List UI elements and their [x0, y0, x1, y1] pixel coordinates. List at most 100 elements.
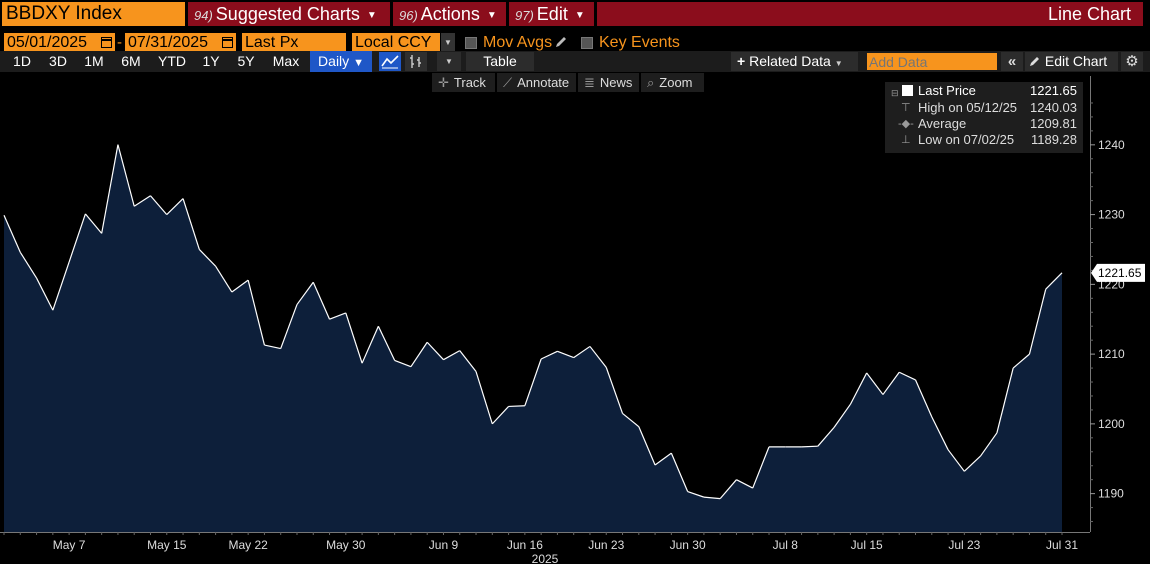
- price-line-segment: [19, 251, 38, 279]
- mov-avgs-checkbox[interactable]: [465, 37, 477, 49]
- x-year-label: 2025: [532, 552, 559, 564]
- security-ticker-field[interactable]: BBDXY Index: [2, 2, 185, 26]
- related-data-button[interactable]: + Related Data ▼: [731, 52, 858, 71]
- price-line-segment: [947, 449, 965, 472]
- x-tick-label: Jul 15: [851, 538, 883, 552]
- price-line-segment: [866, 372, 884, 395]
- x-tick-label: May 22: [228, 538, 268, 552]
- plus-icon: +: [737, 53, 746, 69]
- calendar-icon[interactable]: [101, 37, 112, 48]
- pencil-icon[interactable]: [554, 35, 568, 49]
- price-line-segment: [247, 280, 266, 346]
- legend-low: ⊥ Low on 07/02/25 1189.28: [885, 132, 1083, 148]
- price-line-segment: [377, 325, 396, 361]
- table-button[interactable]: Table: [466, 52, 534, 71]
- track-label: Track: [453, 75, 486, 90]
- price-line-segment: [52, 261, 70, 311]
- price-line-segment: [524, 358, 542, 406]
- bar-chart-icon[interactable]: [405, 52, 427, 71]
- related-data-label: Related Data: [749, 53, 831, 69]
- x-tick-label: Jul 31: [1046, 538, 1078, 552]
- price-line-segment: [459, 350, 477, 372]
- price-line-segment: [166, 198, 184, 216]
- period-button-max[interactable]: Max: [272, 53, 300, 69]
- pencil-icon: [1030, 57, 1039, 66]
- field-selector[interactable]: Last Px: [242, 33, 346, 52]
- y-tick-label: 1190: [1098, 487, 1124, 501]
- dropdown-arrow-icon: ▼: [834, 59, 843, 68]
- news-label: News: [599, 75, 633, 90]
- price-line-segment: [36, 277, 54, 311]
- zoom-label: Zoom: [659, 75, 693, 90]
- calendar-icon[interactable]: [222, 37, 233, 48]
- price-line-segment: [394, 359, 412, 368]
- suggested-charts-button[interactable]: 94) Suggested Charts ▼: [188, 2, 390, 26]
- collapse-icon[interactable]: «: [1001, 52, 1023, 71]
- period-button-ytd[interactable]: YTD: [158, 53, 186, 69]
- add-data-input[interactable]: [867, 53, 997, 70]
- period-button-1y[interactable]: 1Y: [202, 53, 220, 69]
- edit-button[interactable]: 97) Edit ▼: [509, 2, 594, 26]
- price-line-segment: [882, 371, 900, 395]
- legend-value: 1209.81: [1030, 116, 1077, 131]
- line-chart-icon[interactable]: [379, 52, 401, 71]
- period-button-1m[interactable]: 1M: [84, 53, 104, 69]
- key-events-label[interactable]: Key Events: [599, 34, 680, 51]
- x-tick-label: May 30: [326, 538, 366, 552]
- price-line-segment: [280, 304, 298, 349]
- news-tool[interactable]: ≣ News: [578, 73, 639, 92]
- legend-label: Low on 07/02/25: [918, 132, 1015, 147]
- start-date-field[interactable]: 05/01/2025: [4, 33, 115, 52]
- actions-button[interactable]: 96) Actions ▼: [393, 2, 506, 26]
- price-line-segment: [1045, 272, 1063, 290]
- suggested-charts-label: Suggested Charts: [215, 4, 360, 24]
- frequency-dropdown[interactable]: Daily ▼: [310, 51, 372, 72]
- price-line-segment: [3, 215, 21, 253]
- collapse-toggle-icon[interactable]: ⊟: [891, 88, 899, 98]
- chart-style-dropdown-icon[interactable]: ▼: [437, 52, 461, 71]
- price-line-segment: [963, 455, 982, 472]
- price-line-segment: [231, 279, 249, 293]
- currency-selector[interactable]: Local CCY: [352, 33, 440, 52]
- price-line-segment: [264, 344, 281, 350]
- annotate-icon: ⟋: [503, 75, 513, 90]
- mov-avgs-label[interactable]: Mov Avgs: [483, 34, 553, 51]
- price-line-segment: [736, 479, 754, 489]
- x-tick-label: May 7: [53, 538, 86, 552]
- crosshair-icon: ✛: [438, 75, 449, 90]
- price-line-segment: [133, 195, 151, 207]
- price-line-segment: [638, 426, 656, 466]
- key-events-checkbox[interactable]: [581, 37, 593, 49]
- period-toolbar: [0, 51, 1150, 72]
- price-line-segment: [573, 345, 591, 359]
- gear-icon[interactable]: ⚙: [1121, 52, 1143, 71]
- edit-chart-button[interactable]: Edit Chart: [1025, 52, 1118, 71]
- edit-label: Edit: [536, 4, 568, 24]
- zoom-tool[interactable]: ⌕ Zoom: [641, 73, 704, 92]
- price-line-segment: [312, 282, 331, 320]
- period-button-3d[interactable]: 3D: [49, 53, 67, 69]
- actions-label: Actions: [420, 4, 480, 24]
- x-tick-label: Jun 9: [429, 538, 459, 552]
- price-line-segment: [557, 350, 574, 359]
- legend-last-price: ⊟ Last Price 1221.65: [885, 83, 1083, 99]
- period-button-6m[interactable]: 6M: [121, 53, 141, 69]
- annotate-tool[interactable]: ⟋ Annotate: [497, 73, 576, 92]
- frequency-label: Daily: [318, 53, 350, 69]
- track-tool[interactable]: ✛ Track: [432, 73, 495, 92]
- dropdown-arrow-icon: ▼: [574, 10, 585, 21]
- legend-average: -◆- Average 1209.81: [885, 116, 1083, 132]
- currency-dropdown-icon[interactable]: ▼: [441, 33, 455, 52]
- period-button-1d[interactable]: 1D: [13, 53, 31, 69]
- price-line-segment: [622, 412, 640, 428]
- price-line-segment: [117, 144, 135, 207]
- x-tick-label: Jun 23: [588, 538, 624, 552]
- chart-legend: ⊟ Last Price 1221.65 ⊤ High on 05/12/25 …: [885, 82, 1083, 153]
- end-date-field[interactable]: 07/31/2025: [125, 33, 236, 52]
- period-button-5y[interactable]: 5Y: [237, 53, 255, 69]
- y-tick-label: 1200: [1098, 417, 1125, 431]
- edit-chart-label: Edit Chart: [1044, 53, 1108, 69]
- low-marker-icon: ⊥: [901, 134, 911, 146]
- y-tick-label: 1210: [1098, 347, 1125, 361]
